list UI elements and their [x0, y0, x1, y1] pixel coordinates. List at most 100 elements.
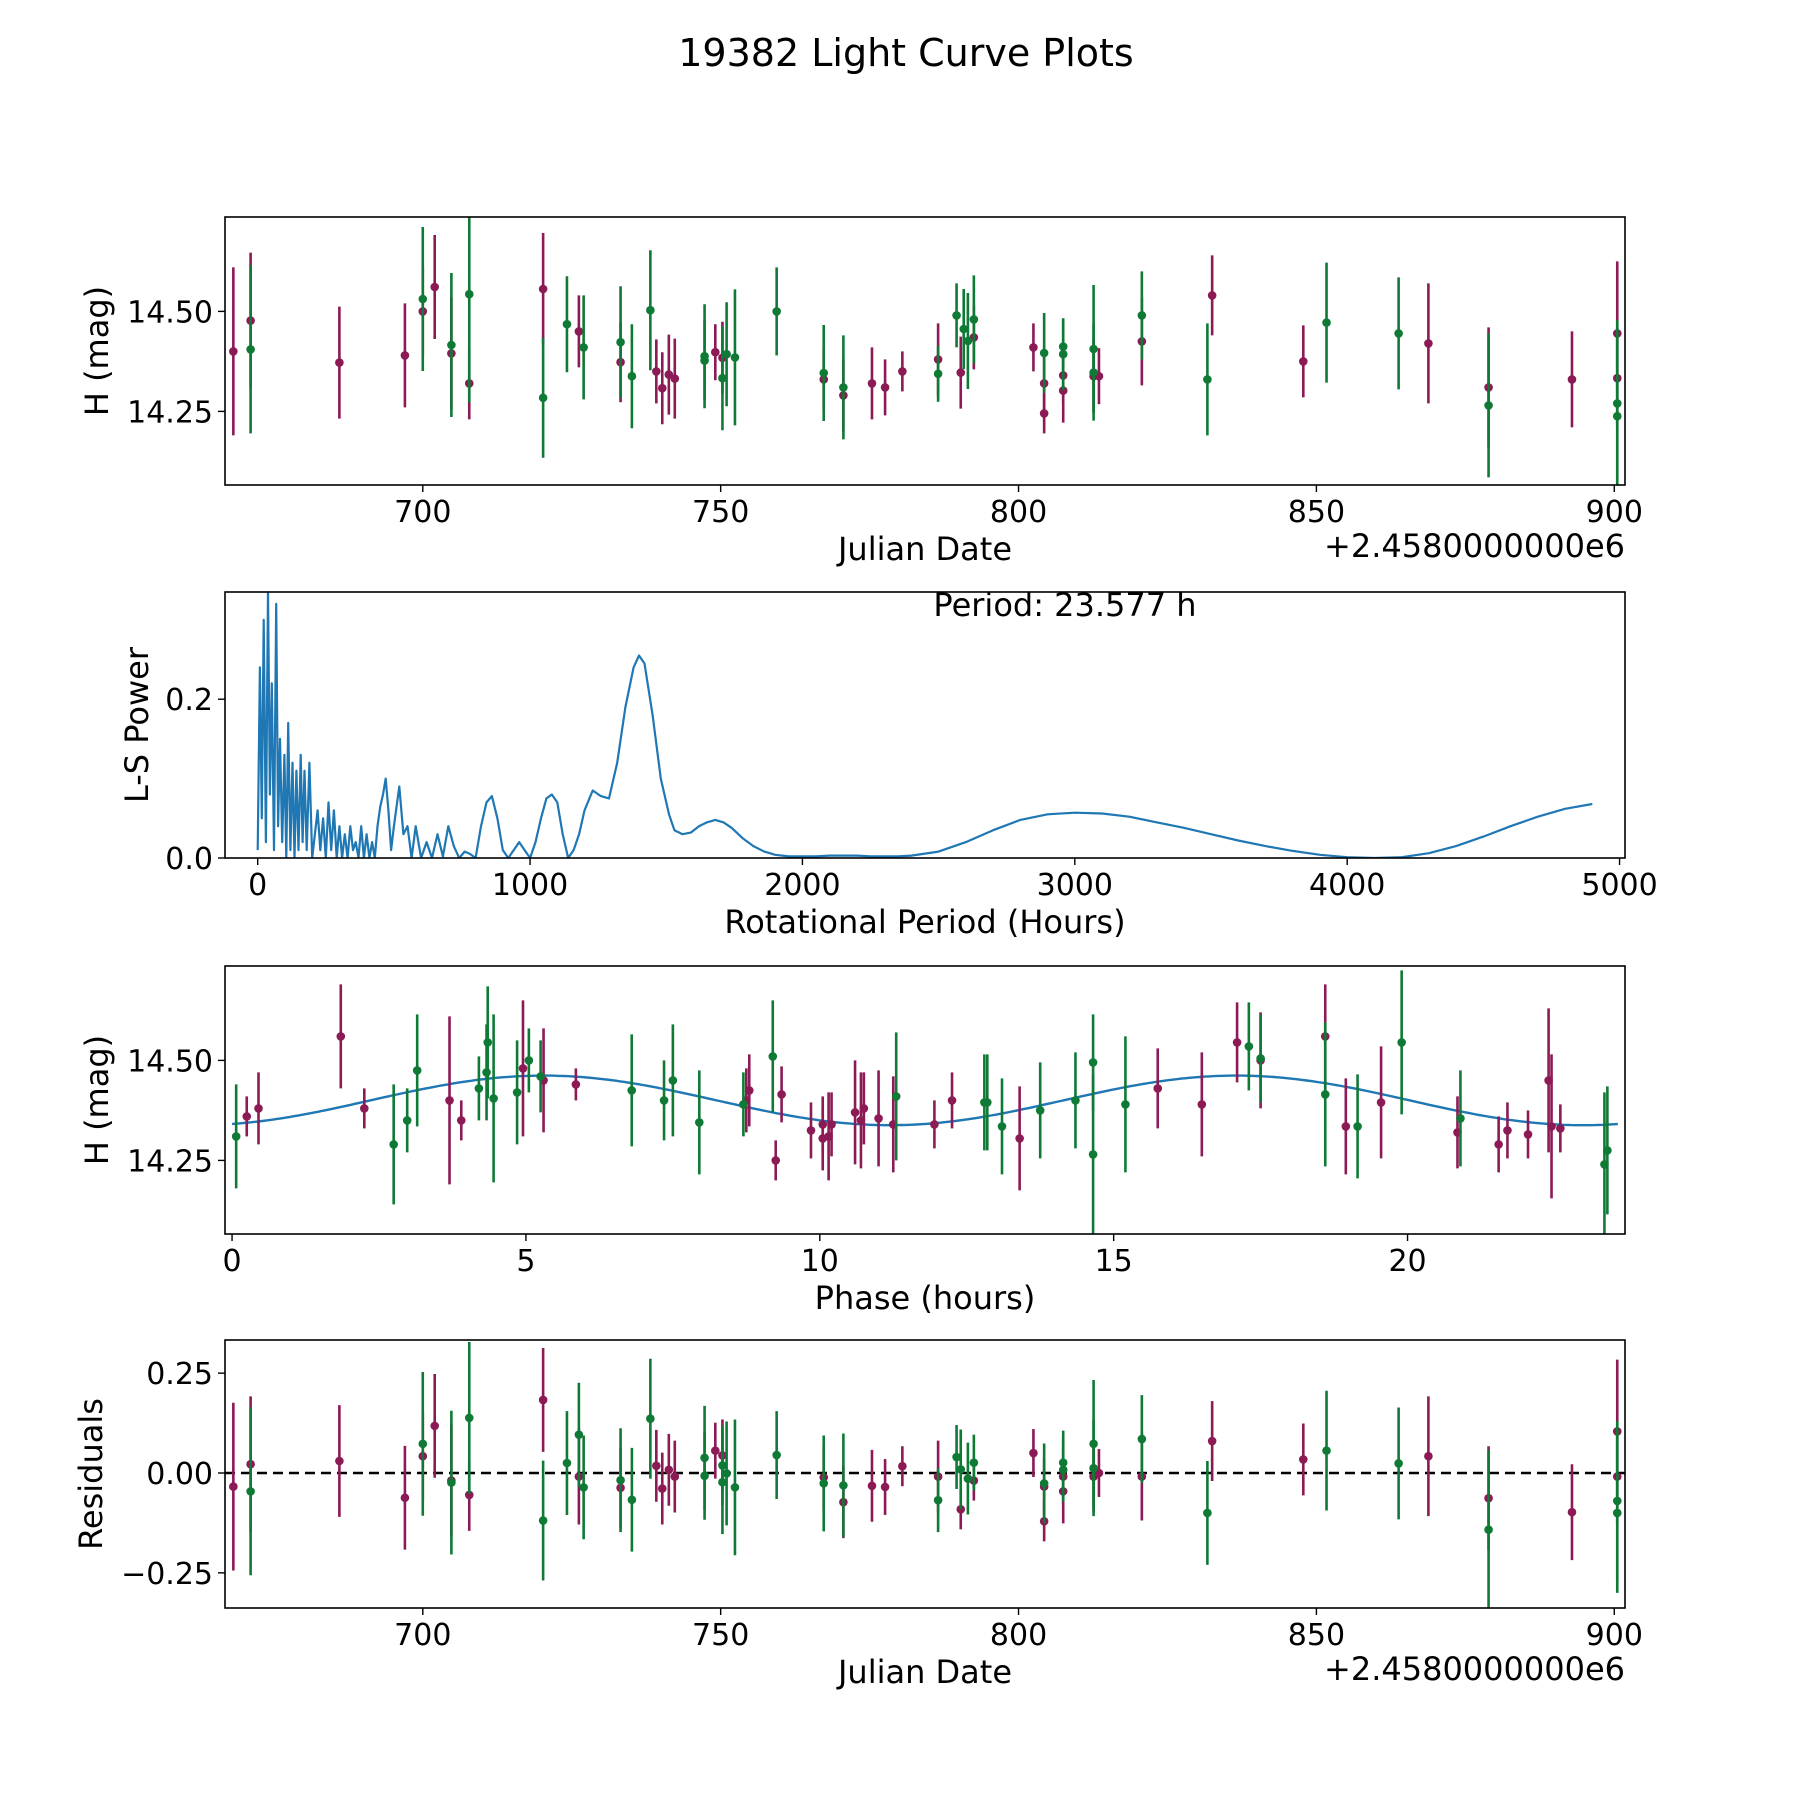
data-point-filter_b [1322, 318, 1331, 327]
data-point-filter_b [730, 353, 740, 362]
y-tick-label: 14.25 [127, 395, 213, 430]
data-point-filter_a [710, 347, 720, 357]
data-point-filter_b [1088, 1150, 1098, 1159]
data-point-filter_b [891, 1092, 901, 1101]
y-tick-label: 14.50 [127, 1044, 213, 1079]
y-tick-label: 14.50 [127, 295, 213, 330]
data-point-filter_b [616, 1475, 625, 1485]
data-point-filter_a [574, 327, 584, 336]
data-point-filter_b [969, 1458, 979, 1467]
x-tick-label: 3000 [1037, 868, 1113, 903]
data-point-filter_b [1035, 1106, 1045, 1115]
x-tick-label: 15 [1095, 1244, 1133, 1279]
axes-frame [224, 1339, 1626, 1609]
data-point-filter_b [1322, 1446, 1331, 1455]
x-tick-label: 20 [1388, 1244, 1426, 1279]
period-annotation: Period: 23.577 h [933, 586, 1196, 624]
data-point-filter_a [657, 1484, 667, 1493]
data-point-filter_a [400, 351, 410, 360]
x-tick-label: 0 [248, 868, 267, 903]
data-point-filter_b [1320, 1090, 1330, 1099]
data-point-filter_b [933, 369, 943, 379]
data-point-filter_a [850, 1108, 860, 1117]
data-point-filter_a [1503, 1126, 1512, 1135]
data-point-filter_b [659, 1096, 669, 1105]
data-point-filter_a [430, 1421, 440, 1431]
x-axis-label: Julian Date [836, 530, 1012, 568]
data-point-filter_b [718, 1477, 727, 1487]
data-point-filter_b [772, 307, 781, 316]
data-point-filter_b [627, 1086, 637, 1095]
data-point-filter_b [963, 1474, 973, 1483]
phased-panel: 0 5 10 15 20 14.25 14.50 Phase (hours) H (mag) [78, 965, 1626, 1317]
data-point-filter_b [695, 1118, 704, 1127]
data-point-filter_b [627, 371, 637, 381]
data-point-filter_a [1153, 1084, 1163, 1093]
data-point-filter_a [1207, 291, 1217, 300]
data-point-filter_b [402, 1116, 412, 1125]
data-point-filter_b [1203, 375, 1212, 384]
data-point-filter_b [700, 1471, 709, 1481]
data-point-filter_a [1567, 375, 1577, 384]
periodogram-line [256, 592, 1593, 858]
axes-frame [224, 965, 1626, 1235]
data-point-filter_a [777, 1090, 786, 1099]
data-point-filter_b [1612, 411, 1622, 421]
data-point-filter_a [1424, 1451, 1433, 1461]
data-point-filter_a [518, 1064, 528, 1073]
data-point-filter_b [562, 319, 572, 329]
data-point-filter_b [952, 311, 961, 320]
data-point-filter_b [1484, 1525, 1493, 1535]
data-point-filter_b [1058, 1465, 1068, 1475]
data-point-filter_b [579, 1483, 588, 1492]
data-point-filter_a [1424, 339, 1433, 348]
data-point-filter_a [254, 1104, 263, 1113]
data-point-filter_a [947, 1096, 957, 1105]
axes-frame [224, 591, 1626, 859]
data-point-filter_a [1197, 1100, 1207, 1109]
data-point-filter_b [1256, 1054, 1265, 1063]
data-point-filter_b [1394, 1459, 1403, 1468]
data-point-filter_b [1137, 311, 1147, 320]
data-point-filter_b [538, 1516, 548, 1525]
periodogram-data [256, 592, 1593, 858]
axes-frame [224, 216, 1626, 486]
data-point-filter_a [771, 1156, 781, 1165]
data-point-filter_a [445, 1096, 454, 1105]
data-point-filter_a [335, 1456, 344, 1466]
data-point-filter_a [818, 1120, 828, 1129]
x-tick-label: 2000 [764, 868, 840, 903]
data-point-filter_b [1353, 1122, 1362, 1131]
x-tick-label: 900 [1586, 495, 1643, 530]
data-point-filter_b [1137, 1434, 1147, 1444]
data-point-filter_a [1298, 357, 1308, 366]
data-point-filter_b [616, 337, 625, 347]
data-point-filter_b [646, 305, 655, 315]
data-point-filter_b [963, 336, 973, 346]
data-point-filter_b [464, 289, 474, 299]
data-point-filter_b [1394, 329, 1403, 338]
x-tick-label: 1000 [492, 868, 568, 903]
data-point-filter_a [336, 1032, 346, 1041]
data-point-filter_b [418, 294, 428, 304]
data-point-filter_b [627, 1495, 637, 1505]
data-point-filter_a [880, 383, 890, 392]
data-point-filter_b [524, 1056, 534, 1065]
data-point-filter_a [898, 1461, 907, 1471]
data-point-filter_b [718, 373, 727, 383]
data-point-filter_b [956, 1465, 966, 1474]
data-point-filter_a [242, 1112, 252, 1121]
timeseries-data [229, 217, 1622, 485]
data-point-filter_b [574, 1430, 584, 1439]
data-point-filter_a [1029, 1448, 1038, 1458]
data-point-filter_b [1039, 348, 1049, 358]
x-tick-label: 4000 [1309, 868, 1385, 903]
figure-title: 19382 Light Curve Plots [678, 31, 1133, 75]
data-point-filter_a [956, 368, 966, 377]
data-point-filter_a [1341, 1122, 1351, 1131]
data-point-filter_a [1058, 386, 1068, 395]
y-axis-label: Residuals [72, 1398, 110, 1550]
data-point-filter_a [335, 358, 344, 367]
x-axis-label: Phase (hours) [815, 1279, 1036, 1317]
x-tick-label: 900 [1586, 1618, 1643, 1653]
